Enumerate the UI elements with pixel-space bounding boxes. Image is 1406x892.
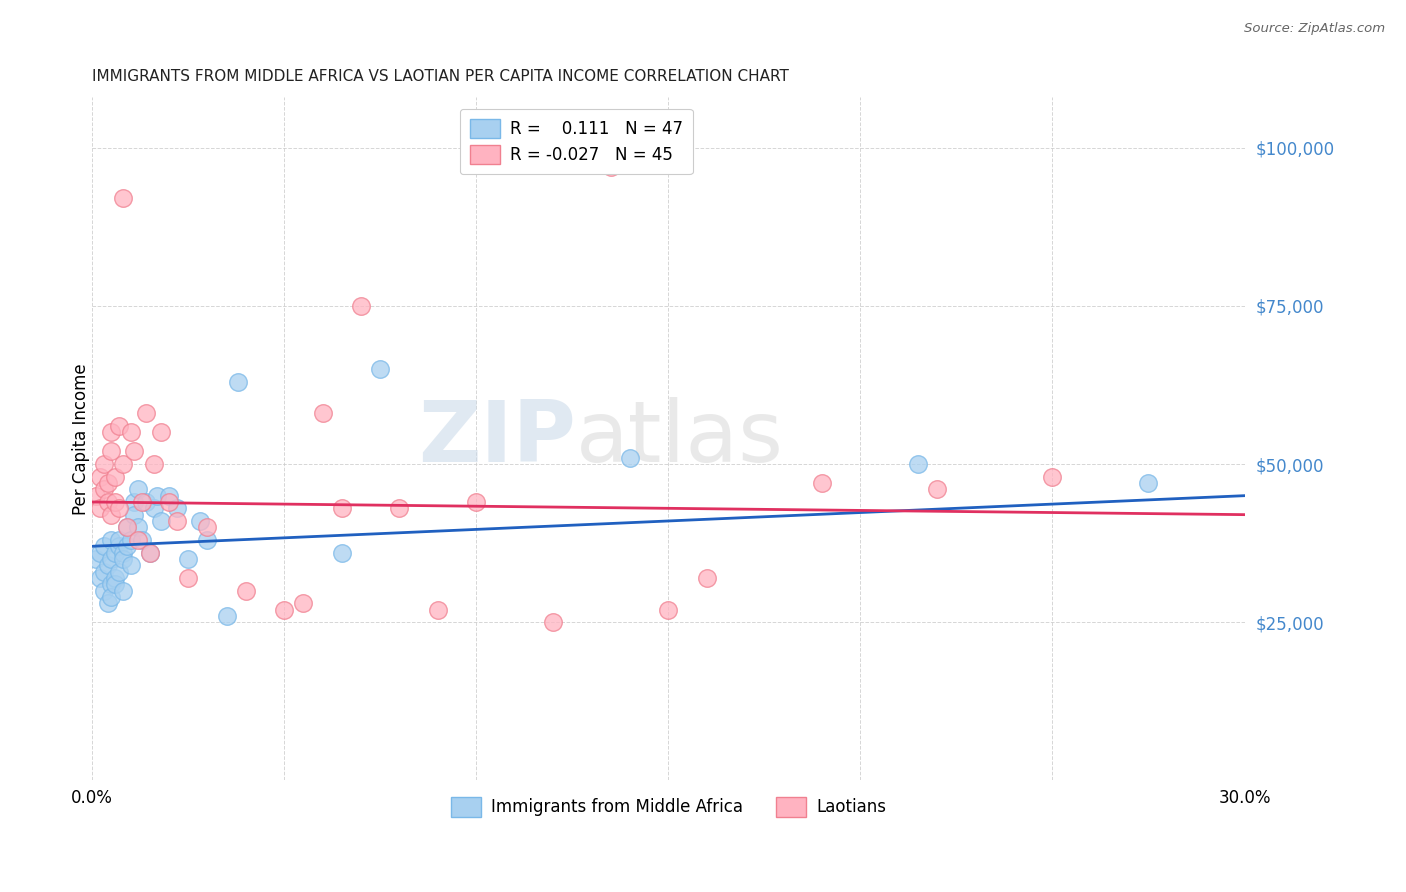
Point (96, 558, 118, 573)
Point (157, 495, 180, 509)
Point (108, 501, 131, 516)
Point (104, 577, 127, 591)
Point (135, 407, 157, 421)
Point (235, 583, 257, 598)
Point (426, 602, 449, 616)
Point (89, 546, 111, 560)
Point (127, 483, 149, 497)
Point (139, 546, 162, 560)
Point (93, 539, 115, 553)
Point (150, 514, 173, 528)
Point (311, 407, 333, 421)
Point (330, 501, 353, 516)
Text: atlas: atlas (576, 397, 785, 480)
Point (104, 546, 127, 560)
Point (188, 514, 211, 528)
Point (368, 362, 391, 376)
Point (108, 419, 131, 434)
Point (907, 457, 929, 471)
Point (139, 546, 162, 560)
Point (96, 596, 118, 610)
Point (619, 450, 641, 465)
Point (135, 495, 157, 509)
Point (142, 501, 165, 516)
Point (124, 444, 146, 458)
Point (111, 191, 134, 205)
Point (93, 565, 115, 579)
Point (100, 508, 122, 522)
Text: Source: ZipAtlas.com: Source: ZipAtlas.com (1244, 22, 1385, 36)
Point (215, 608, 238, 623)
Point (89, 571, 111, 585)
Point (292, 596, 315, 610)
Point (111, 552, 134, 566)
Point (388, 501, 411, 516)
Point (811, 476, 834, 491)
Point (100, 425, 122, 440)
Y-axis label: Per Capita Income: Per Capita Income (72, 363, 90, 515)
Point (131, 495, 153, 509)
Point (93, 483, 115, 497)
Point (115, 520, 138, 534)
Point (104, 469, 127, 483)
Point (104, 495, 127, 509)
Point (120, 558, 142, 573)
Point (96, 495, 118, 509)
Point (100, 533, 122, 547)
Point (927, 483, 949, 497)
Text: IMMIGRANTS FROM MIDDLE AFRICA VS LAOTIAN PER CAPITA INCOME CORRELATION CHART: IMMIGRANTS FROM MIDDLE AFRICA VS LAOTIAN… (93, 69, 789, 84)
Point (1137, 476, 1160, 491)
Point (124, 495, 146, 509)
Point (93, 583, 115, 598)
Point (104, 571, 127, 585)
Point (108, 533, 131, 547)
Point (696, 571, 718, 585)
Point (350, 299, 373, 313)
Point (465, 495, 488, 509)
Point (108, 565, 131, 579)
Point (100, 444, 122, 458)
Point (177, 552, 200, 566)
Point (142, 457, 165, 471)
Point (96, 476, 118, 491)
Point (89, 501, 111, 516)
Point (166, 514, 188, 528)
Point (84, 489, 107, 503)
Point (124, 508, 146, 522)
Point (166, 501, 188, 516)
Point (177, 571, 200, 585)
Point (157, 489, 180, 503)
Point (89, 469, 111, 483)
Text: ZIP: ZIP (419, 397, 576, 480)
Point (197, 520, 219, 534)
Legend: Immigrants from Middle Africa, Laotians: Immigrants from Middle Africa, Laotians (444, 790, 893, 823)
Point (100, 590, 122, 604)
Point (100, 552, 122, 566)
Point (146, 489, 169, 503)
Point (100, 577, 122, 591)
Point (111, 546, 134, 560)
Point (657, 602, 679, 616)
Point (111, 583, 134, 598)
Point (108, 539, 131, 553)
Point (131, 533, 153, 547)
Point (115, 539, 138, 553)
Point (273, 602, 295, 616)
Point (127, 533, 149, 547)
Point (599, 160, 621, 174)
Point (111, 457, 134, 471)
Point (150, 425, 173, 440)
Point (330, 546, 353, 560)
Point (93, 457, 115, 471)
Point (1042, 469, 1064, 483)
Point (115, 520, 138, 534)
Point (120, 533, 142, 547)
Point (127, 520, 149, 534)
Point (197, 533, 219, 547)
Point (120, 425, 142, 440)
Point (84, 552, 107, 566)
Point (541, 615, 564, 630)
Point (226, 375, 249, 389)
